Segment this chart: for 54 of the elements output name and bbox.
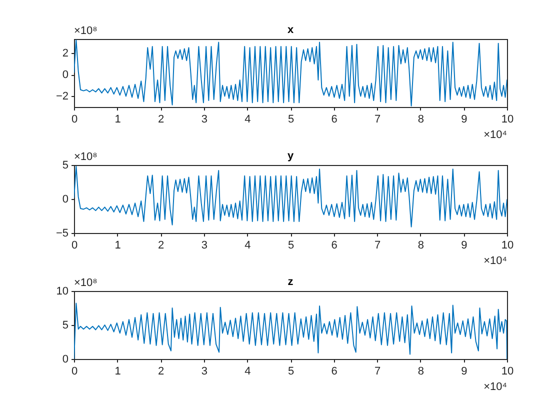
x-tick-label: 7 <box>374 240 381 252</box>
x-tick-label: 8 <box>418 240 424 252</box>
y-tick-label: 5 <box>62 320 68 332</box>
x-tick-label: 3 <box>201 240 208 252</box>
x-tick-label: 3 <box>201 114 208 126</box>
line-series <box>74 166 507 228</box>
x-tick-label: 5 <box>288 240 294 252</box>
x-tick-label: 4 <box>244 240 251 252</box>
x-tick-label: 4 <box>244 114 251 126</box>
x-tick-label: 9 <box>461 240 468 252</box>
chart-title: z <box>288 276 294 288</box>
text: ×10⁴ <box>484 129 508 141</box>
y-tick-label: 0 <box>62 194 68 206</box>
text: ×10⁸ <box>74 151 98 163</box>
text: ×10⁸ <box>74 25 98 37</box>
x-tick-label: 2 <box>158 240 164 252</box>
y-tick-label: 0 <box>62 69 68 82</box>
x-tick-label: 1 <box>114 114 121 126</box>
x-tick-label: 10 <box>501 240 514 252</box>
y-tick-label: 10 <box>56 286 68 298</box>
x-tick-label: 4 <box>244 366 251 378</box>
x-tick-label: 5 <box>288 114 294 126</box>
x-tick-label: 10 <box>501 366 514 378</box>
chart-title: x <box>287 24 294 36</box>
x-tick-label: 8 <box>418 366 424 378</box>
line-series <box>74 302 507 359</box>
y-tick-label: 0 <box>62 354 68 366</box>
text: ×10⁴ <box>484 255 508 267</box>
line-series <box>74 40 507 106</box>
x-tick-label: 0 <box>71 366 78 378</box>
x-tick-label: 10 <box>501 114 514 126</box>
x-tick-label: 5 <box>288 366 294 378</box>
x-tick-label: 8 <box>418 114 424 126</box>
y-tick-label: 2 <box>62 48 68 60</box>
x-tick-label: 3 <box>201 366 208 378</box>
x-tick-label: 2 <box>158 114 164 126</box>
text: ×10⁴ <box>484 381 508 393</box>
x-tick-label: 6 <box>331 114 338 126</box>
text: ×10⁸ <box>74 277 98 289</box>
x-tick-label: 0 <box>71 114 78 126</box>
x-tick-label: 9 <box>461 114 468 126</box>
x-tick-label: 1 <box>114 240 121 252</box>
chart-title: y <box>287 150 294 162</box>
y-tick-label: −2 <box>56 90 68 103</box>
y-tick-label: −5 <box>56 228 68 240</box>
x-tick-label: 2 <box>158 366 164 378</box>
x-tick-label: 7 <box>374 366 381 378</box>
y-tick-label: 5 <box>62 160 68 172</box>
x-tick-label: 1 <box>114 366 121 378</box>
x-tick-label: 0 <box>71 240 78 252</box>
x-tick-label: 7 <box>374 114 381 126</box>
x-tick-label: 6 <box>331 366 338 378</box>
x-tick-label: 6 <box>331 240 338 252</box>
x-tick-label: 9 <box>461 366 468 378</box>
